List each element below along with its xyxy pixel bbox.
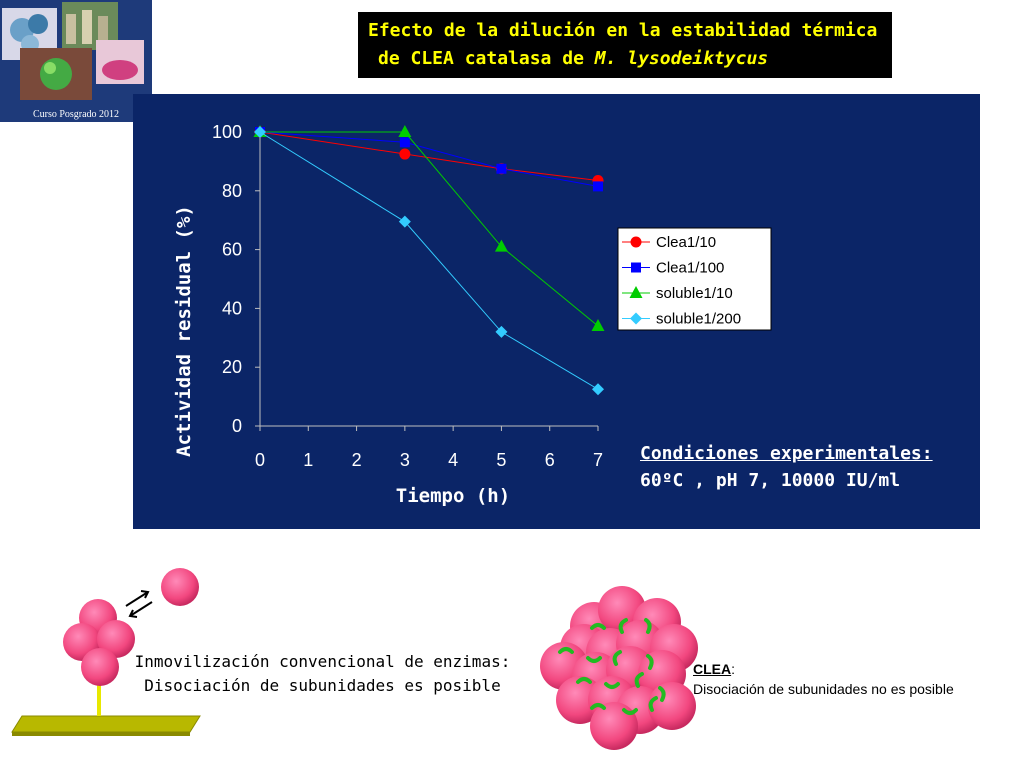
line-chart: 0 20 40 60 80 100 0 1 2 3 4 5 6 7 Tiempo (h) Activida… [173, 122, 772, 507]
equilibrium-arrows-icon [125, 590, 153, 618]
conventional-caption-line-2: Disociación de subunidades es posible [144, 676, 501, 695]
linker [97, 680, 101, 716]
x-tick-label: 3 [400, 450, 410, 470]
series-line [259, 131, 599, 390]
x-tick-label: 0 [255, 450, 265, 470]
series-soluble1-200 [254, 126, 604, 396]
chart-series [253, 125, 605, 396]
slide-title: Efecto de la dilución en la estabilidad … [358, 12, 892, 78]
x-tick-label: 2 [352, 450, 362, 470]
clea-subunit [648, 682, 696, 730]
clea-subunit [590, 702, 638, 750]
legend-box [617, 227, 772, 331]
series-line [260, 131, 599, 327]
x-tick-label: 7 [593, 450, 603, 470]
experimental-conditions: Condiciones experimentales: 60ºC , pH 7,… [640, 440, 933, 494]
enzyme-subunit [81, 648, 119, 686]
chart-legend: Clea1/10 Clea1/100 soluble1/10 soluble1/200 [617, 227, 772, 331]
x-tick-label: 6 [545, 450, 555, 470]
legend-swatch-marker [630, 236, 642, 248]
clea-caption-title-row: CLEA: [693, 659, 954, 679]
legend-swatch-marker [630, 312, 642, 325]
y-tick-label: 60 [222, 240, 242, 260]
conditions-values: 60ºC , pH 7, 10000 IU/ml [640, 470, 901, 491]
data-point [399, 137, 410, 148]
crosslink-bonds [558, 618, 666, 715]
chart-panel: 0 20 40 60 80 100 0 1 2 3 4 5 6 7 Tiempo (h) Activida… [133, 94, 980, 529]
x-tick-label: 5 [496, 450, 506, 470]
title-line-2: de CLEA catalasa de M. lysodeiktycus [378, 45, 768, 73]
data-point [494, 239, 508, 252]
data-point [591, 319, 605, 332]
clea-caption-title: CLEA [693, 661, 732, 677]
data-point [593, 181, 603, 192]
data-point [254, 126, 266, 138]
series-soluble1-10 [253, 125, 605, 332]
conventional-immobilization-diagram [11, 568, 201, 736]
x-tick-label: 4 [448, 450, 458, 470]
clea-caption: CLEA: Disociación de subunidades no es p… [693, 659, 954, 699]
immobilization-illustrations [11, 568, 698, 750]
logo-collage-image [0, 0, 152, 104]
x-axis-title: Tiempo (h) [396, 485, 510, 507]
y-tick-label: 20 [222, 357, 242, 377]
legend-swatch-marker [631, 262, 641, 273]
title-line-2-text: de CLEA catalasa de [378, 48, 595, 69]
logo-caption: Curso Posgrado 2012 [32, 109, 120, 120]
conventional-immobilization-caption: Inmovilización convencional de enzimas: … [130, 650, 515, 698]
legend-label: soluble1/200 [656, 311, 741, 328]
series-clea1-100 [255, 127, 603, 192]
y-tick-label: 0 [232, 416, 242, 436]
data-point [398, 125, 412, 137]
conditions-heading: Condiciones experimentales: [640, 443, 933, 464]
series-line [259, 131, 599, 187]
legend-label: Clea1/100 [656, 260, 724, 277]
legend-label: soluble1/10 [656, 285, 733, 302]
clea-caption-text: Disociación de subunidades no es posible [693, 681, 954, 697]
data-point [495, 325, 508, 338]
y-tick-label: 100 [212, 122, 242, 142]
support-surface-edge [12, 732, 190, 736]
course-logo: Curso Posgrado 2012 [0, 0, 152, 122]
data-point [398, 215, 411, 228]
legend-label: Clea1/10 [656, 234, 716, 251]
legend-swatch-marker [629, 286, 643, 298]
clea-aggregate-diagram [540, 586, 698, 750]
conventional-caption-line-1: Inmovilización convencional de enzimas: [134, 652, 511, 671]
enzyme-subunit [97, 620, 135, 658]
x-tick-label: 1 [303, 450, 313, 470]
title-species-name: M. lysodeiktycus [594, 48, 769, 69]
data-point [592, 383, 604, 396]
clea-caption-colon: : [731, 661, 736, 677]
data-point [399, 148, 411, 160]
y-axis-title: Actividad residual (%) [173, 205, 195, 457]
title-line-1: Efecto de la dilución en la estabilidad … [368, 20, 878, 41]
data-point [496, 163, 507, 174]
support-surface [11, 715, 201, 733]
dissociated-subunit [161, 568, 199, 606]
chart-axes: 0 20 40 60 80 100 0 1 2 3 4 5 6 7 [212, 122, 603, 470]
y-tick-label: 40 [222, 298, 242, 318]
series-line [259, 131, 599, 182]
y-tick-label: 80 [222, 181, 242, 201]
